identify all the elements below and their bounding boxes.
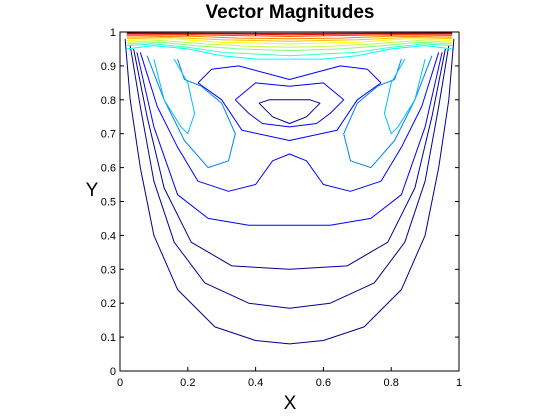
contour-line-4 xyxy=(139,52,440,192)
contour-line-13 xyxy=(126,43,453,57)
contour-lines xyxy=(124,32,455,345)
x-tick-label: 0.8 xyxy=(384,377,399,389)
x-tick-label: 0.4 xyxy=(248,377,263,389)
contour-line-17 xyxy=(126,36,453,42)
y-tick-label: 0.6 xyxy=(101,163,116,175)
contour-line-6 xyxy=(234,82,345,128)
y-tick-label: 0.1 xyxy=(101,332,116,344)
y-tick-label: 0.8 xyxy=(101,95,116,107)
x-tick-label: 1 xyxy=(456,377,462,389)
x-axis-label: X xyxy=(283,393,297,414)
y-axis-ticks: 0 0.1 0.2 0.3 0.4 0.5 0.6 0.7 0.8 0.9 1 xyxy=(101,27,459,378)
y-tick-label: 0.5 xyxy=(101,197,116,209)
contour-line-14 xyxy=(126,41,453,52)
contour-line-5 xyxy=(197,65,382,141)
y-axis-label: Y xyxy=(85,180,99,201)
x-axis-ticks: 0 0.2 0.4 0.6 0.8 1 xyxy=(117,32,462,389)
contour-line-1 xyxy=(129,45,450,309)
x-tick-label: 0 xyxy=(117,377,123,389)
y-tick-label: 0.4 xyxy=(101,230,116,242)
contour-line-12 xyxy=(126,45,453,60)
y-tick-label: 1 xyxy=(110,27,116,39)
contour-line-8 xyxy=(146,55,236,169)
contour-line-15 xyxy=(126,40,453,48)
contour-line-11 xyxy=(383,58,426,135)
contour-line-3 xyxy=(136,52,443,226)
contour-line-16 xyxy=(126,38,453,45)
y-tick-label: 0.7 xyxy=(101,129,116,141)
y-tick-label: 0.2 xyxy=(101,298,116,310)
contour-line-10 xyxy=(153,58,196,135)
x-tick-label: 0.6 xyxy=(316,377,331,389)
y-tick-label: 0.3 xyxy=(101,264,116,276)
chart-title: Vector Magnitudes xyxy=(205,2,375,23)
contour-line-9 xyxy=(343,55,433,169)
x-tick-label: 0.2 xyxy=(180,377,195,389)
y-tick-label: 0 xyxy=(110,366,116,378)
contour-line-0 xyxy=(124,38,455,345)
contour-line-2 xyxy=(133,48,446,270)
contour-line-7 xyxy=(258,99,321,124)
contour-line-20 xyxy=(126,33,453,36)
contour-line-18 xyxy=(126,35,453,40)
y-tick-label: 0.9 xyxy=(101,61,116,73)
contour-line-19 xyxy=(126,34,453,37)
